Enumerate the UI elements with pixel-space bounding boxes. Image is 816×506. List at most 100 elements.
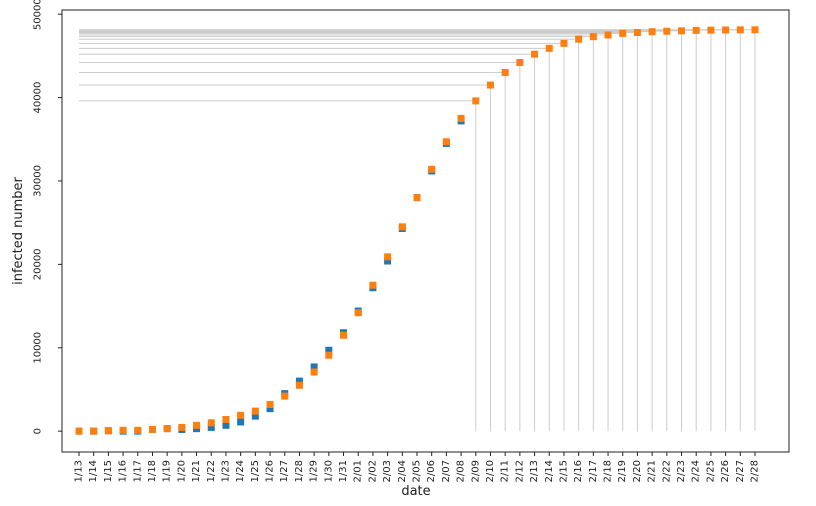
data-point-series-2 [545, 44, 553, 52]
data-point-series-2 [413, 194, 421, 202]
x-tick-label: 2/04 [397, 460, 408, 482]
data-point-series-2 [163, 425, 171, 433]
data-point-series-2 [237, 411, 245, 419]
x-tick-label: 1/14 [88, 460, 99, 482]
data-point-series-2 [119, 426, 127, 434]
x-tick-label: 2/08 [456, 460, 467, 482]
x-tick-label: 1/23 [220, 460, 231, 482]
x-tick-label: 2/24 [691, 460, 702, 482]
x-tick-label: 2/12 [514, 460, 525, 482]
data-points [75, 26, 759, 435]
x-tick-label: 1/18 [147, 460, 158, 482]
x-tick-label: 2/01 [353, 460, 364, 482]
y-tick-label: 40000 [33, 82, 44, 114]
x-tick-label: 2/25 [705, 460, 716, 482]
x-tick-label: 2/13 [529, 460, 540, 482]
data-point-series-2 [207, 419, 215, 427]
data-point-series-2 [531, 50, 539, 58]
x-tick-label: 1/28 [294, 460, 305, 482]
data-point-series-1 [310, 363, 318, 371]
data-point-series-2 [736, 26, 744, 34]
x-tick-label: 1/27 [279, 460, 290, 482]
data-point-series-2 [398, 223, 406, 231]
x-tick-label: 2/28 [750, 460, 761, 482]
x-tick-label: 2/10 [485, 460, 496, 482]
data-point-series-2 [648, 28, 656, 36]
data-point-series-2 [501, 69, 509, 77]
x-tick-label: 1/26 [265, 460, 276, 482]
x-tick-label: 2/02 [367, 460, 378, 482]
data-point-series-2 [178, 423, 186, 431]
x-tick-label: 1/31 [338, 460, 349, 482]
x-tick-label: 2/18 [603, 460, 614, 482]
x-tick-label: 2/11 [500, 460, 511, 482]
y-axis-label: infected number [11, 176, 26, 284]
data-point-series-2 [90, 427, 98, 435]
x-tick-label: 1/25 [250, 460, 261, 482]
data-point-series-2 [472, 97, 480, 105]
x-tick-label: 2/21 [647, 460, 658, 482]
y-tick-label: 0 [33, 428, 44, 434]
y-tick-label: 30000 [33, 165, 44, 197]
data-point-series-2 [428, 165, 436, 173]
x-tick-label: 2/14 [544, 460, 555, 482]
x-axis-label: date [401, 484, 430, 499]
data-point-series-2 [340, 331, 348, 339]
x-tick-label: 1/17 [132, 460, 143, 482]
data-point-series-1 [325, 346, 333, 354]
x-tick-label: 2/16 [573, 460, 584, 482]
x-tick-label: 1/24 [235, 460, 246, 482]
x-tick-label: 2/19 [617, 460, 628, 482]
reference-lines [79, 29, 756, 432]
x-tick-label: 2/03 [382, 460, 393, 482]
x-tick-label: 2/05 [412, 460, 423, 482]
data-point-series-2 [148, 425, 156, 433]
data-point-series-1 [237, 418, 245, 426]
data-point-series-2 [442, 138, 450, 146]
x-tick-label: 1/29 [309, 460, 320, 482]
x-tick-label: 1/16 [118, 460, 129, 482]
data-point-series-2 [560, 39, 568, 47]
data-point-series-2 [266, 400, 274, 408]
data-point-series-2 [457, 114, 465, 122]
data-point-series-2 [589, 33, 597, 41]
y-tick-label: 50000 [33, 0, 44, 30]
data-point-series-2 [619, 29, 627, 37]
x-tick-label: 1/30 [323, 460, 334, 482]
x-tick-label: 2/07 [441, 460, 452, 482]
y-tick-label: 10000 [33, 332, 44, 364]
data-point-series-2 [251, 407, 259, 415]
data-point-series-2 [354, 309, 362, 317]
y-axis-ticks: 0 10000 20000 30000 40000 50000 [33, 0, 62, 434]
x-axis-ticks: 1/13 1/14 1/15 1/16 1/17 1/18 1/19 1/20 1/21 1/22… [74, 452, 761, 482]
data-point-series-2 [295, 381, 303, 389]
data-point-series-2 [516, 59, 524, 67]
data-point-series-2 [751, 26, 759, 34]
data-point-series-2 [707, 26, 715, 34]
data-point-series-1 [384, 257, 392, 265]
data-point-series-2 [722, 26, 730, 34]
x-tick-label: 2/15 [558, 460, 569, 482]
data-point-series-2 [134, 426, 142, 434]
data-point-series-2 [384, 253, 392, 261]
data-point-series-2 [325, 351, 333, 359]
data-point-series-1 [251, 412, 259, 420]
data-point-series-2 [486, 81, 494, 89]
x-tick-label: 1/20 [176, 460, 187, 482]
x-tick-label: 1/15 [103, 460, 114, 482]
x-tick-label: 2/06 [426, 460, 437, 482]
data-point-series-2 [193, 421, 201, 429]
data-point-series-1 [222, 421, 230, 429]
data-point-series-2 [633, 29, 641, 37]
x-tick-label: 1/13 [74, 460, 85, 482]
data-point-series-2 [604, 31, 612, 39]
x-tick-label: 2/23 [676, 460, 687, 482]
data-point-series-2 [104, 427, 112, 435]
data-point-series-1 [266, 405, 274, 413]
data-point-series-2 [369, 281, 377, 289]
data-point-series-2 [678, 27, 686, 35]
data-point-series-2 [281, 392, 289, 400]
data-point-series-1 [295, 377, 303, 385]
